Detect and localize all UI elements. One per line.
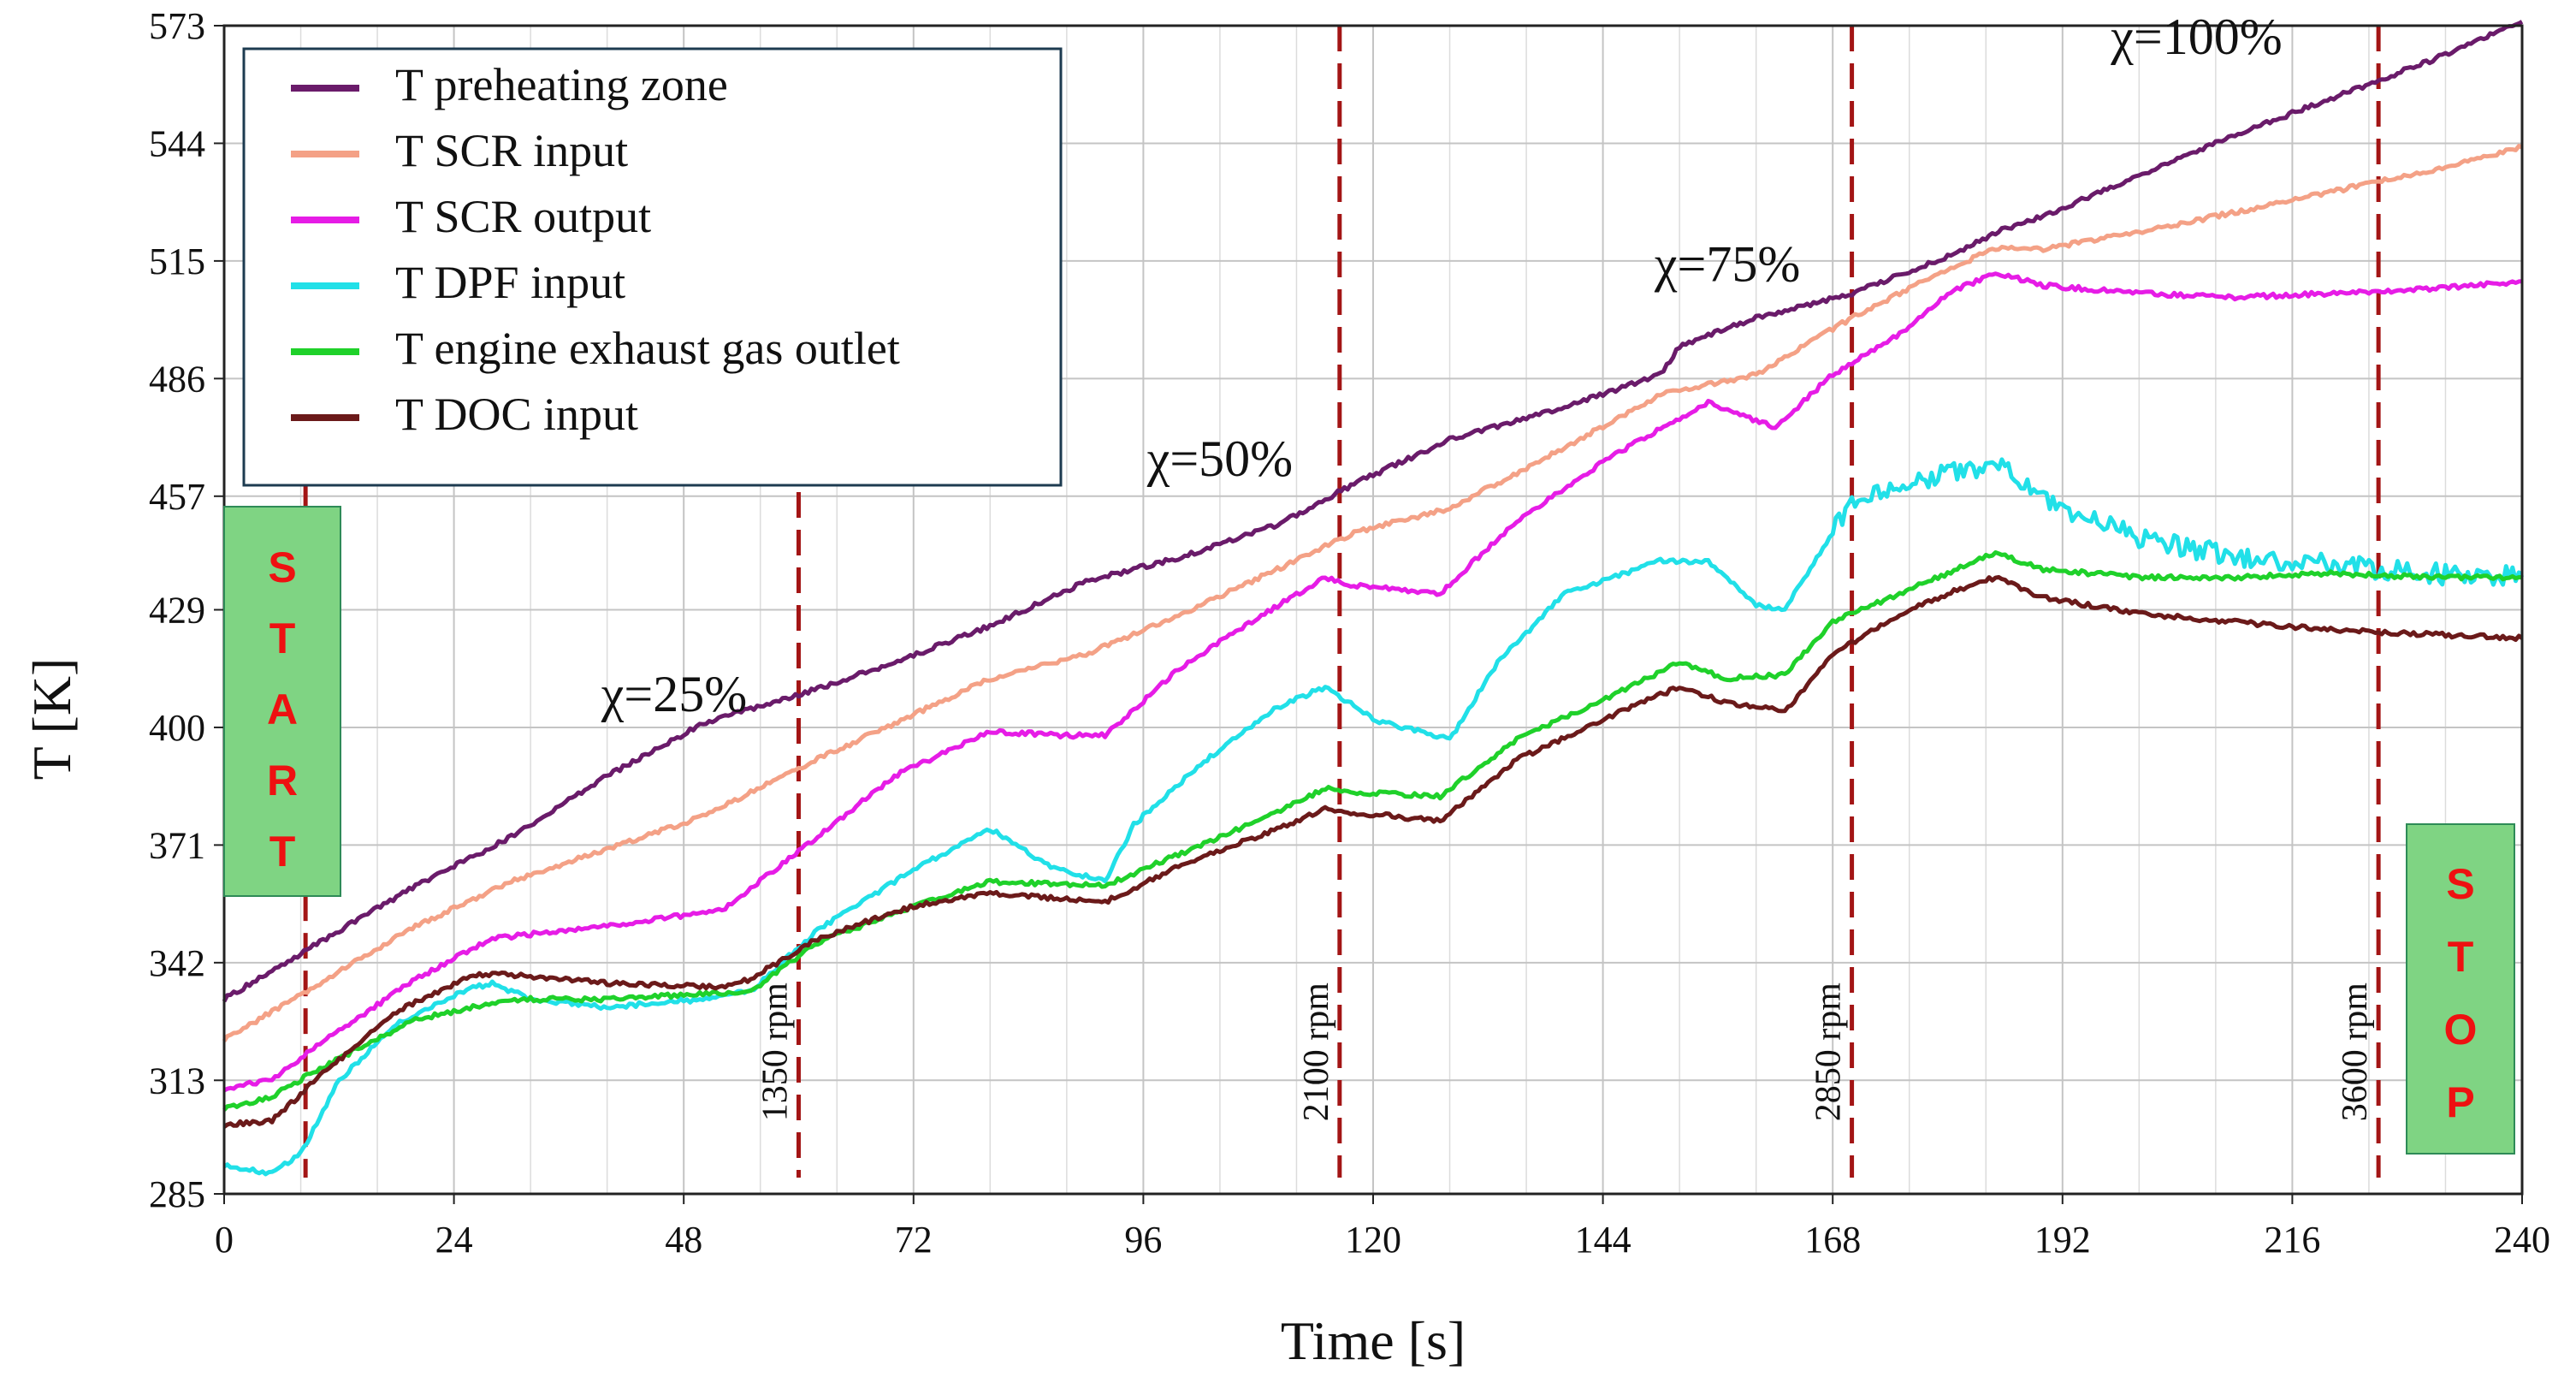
legend-box bbox=[242, 47, 1063, 487]
y-tick-label: 285 bbox=[149, 1173, 205, 1215]
series-line-t-scr-input bbox=[222, 144, 2523, 1042]
series-line-t-preheating-zone bbox=[222, 20, 2524, 1003]
series-line-t-doc-input bbox=[222, 574, 2524, 1129]
y-tick-label: 544 bbox=[149, 122, 205, 164]
chi-annotation: χ=75% bbox=[1654, 236, 1800, 293]
start-letter: R bbox=[267, 757, 298, 804]
legend: T preheating zone T SCR input T SCR output… bbox=[242, 47, 1063, 487]
legend-items: T preheating zone T SCR input T SCR output… bbox=[291, 59, 900, 440]
start-box-background bbox=[223, 506, 341, 897]
y-tick-label: 313 bbox=[149, 1060, 205, 1101]
y-tick-label: 457 bbox=[149, 476, 205, 518]
legend-label-t-preheating-zone: T preheating zone bbox=[395, 59, 728, 110]
y-tick-label: 400 bbox=[149, 707, 205, 749]
stop-letter: O bbox=[2444, 1006, 2478, 1054]
start-letter: S bbox=[268, 543, 296, 591]
x-tick-label: 240 bbox=[2494, 1219, 2550, 1261]
rpm-marker-label: 1350 rpm bbox=[756, 982, 796, 1121]
y-tick-label: 371 bbox=[149, 824, 205, 866]
chi-annotation: χ=100% bbox=[2110, 9, 2282, 65]
series-line-t-dpf-input bbox=[222, 457, 2525, 1177]
x-tick-label: 144 bbox=[1575, 1219, 1631, 1261]
y-axis-title: T [K] bbox=[21, 658, 82, 781]
y-tick-label: 429 bbox=[149, 590, 205, 632]
rpm-marker-label: 2100 rpm bbox=[1297, 982, 1336, 1121]
y-tick-label: 342 bbox=[149, 942, 205, 984]
x-tick-label: 24 bbox=[435, 1219, 473, 1261]
y-tick-label: 573 bbox=[149, 5, 205, 47]
chi-annotation: χ=25% bbox=[601, 666, 747, 722]
series-line-t-scr-output bbox=[222, 271, 2523, 1093]
stop-letter: T bbox=[2448, 933, 2474, 981]
x-tick-label: 48 bbox=[665, 1219, 702, 1261]
x-tick-label: 120 bbox=[1345, 1219, 1401, 1261]
series-lines bbox=[222, 20, 2525, 1177]
legend-label-t-scr-input: T SCR input bbox=[395, 125, 628, 176]
start-letter: A bbox=[267, 686, 298, 733]
chi-annotations: χ=25% χ=50% χ=75% χ=100% bbox=[601, 9, 2283, 722]
stop-box-background bbox=[2406, 823, 2515, 1155]
stop-letter: P bbox=[2446, 1078, 2474, 1126]
y-tick-label: 486 bbox=[149, 358, 205, 400]
y-tick-label: 515 bbox=[149, 240, 205, 282]
start-letter: T bbox=[269, 828, 296, 876]
x-tick-label: 168 bbox=[1804, 1219, 1861, 1261]
legend-label-t-dpf-input: T DPF input bbox=[395, 257, 625, 308]
legend-label-t-doc-input: T DOC input bbox=[395, 389, 638, 440]
x-axis-title: Time [s] bbox=[1281, 1310, 1466, 1371]
x-tick-label: 192 bbox=[2034, 1219, 2091, 1261]
series-line-t-engine-exhaust-gas-outlet bbox=[222, 550, 2523, 1112]
x-tick-label: 72 bbox=[895, 1219, 933, 1261]
legend-label-t-engine-exhaust-gas-outlet: T engine exhaust gas outlet bbox=[395, 323, 900, 374]
chi-annotation: χ=50% bbox=[1146, 430, 1293, 487]
x-tick-label: 216 bbox=[2264, 1219, 2320, 1261]
rpm-marker-label: 2850 rpm bbox=[1809, 982, 1849, 1121]
rpm-marker-label: 3600 rpm bbox=[2336, 982, 2375, 1121]
start-letter: T bbox=[269, 614, 296, 662]
x-tick-label: 0 bbox=[215, 1219, 234, 1261]
stop-letter: S bbox=[2446, 860, 2474, 908]
x-tick-label: 96 bbox=[1124, 1219, 1162, 1261]
axis-ticks: 0 24 48 72 96 120 144 168 192 216 240 285 313 342 371 4… bbox=[149, 5, 2550, 1261]
legend-label-t-scr-output: T SCR output bbox=[395, 191, 651, 242]
